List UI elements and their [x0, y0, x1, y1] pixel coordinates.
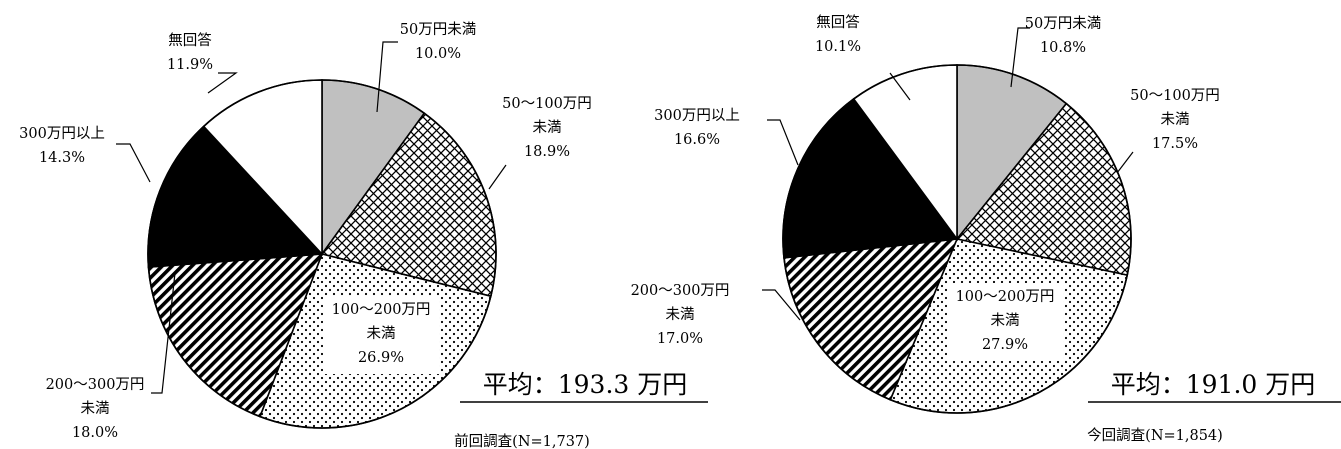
leader-line: [1116, 151, 1134, 174]
label-backing: [947, 283, 1063, 361]
average-label: 平均：191.0 万円: [1111, 370, 1316, 399]
pie-chart-current: 50万円未満10.8%50～100万円未満17.5%100～200万円未満27.…: [631, 14, 1341, 444]
pie-chart-previous: 50万円未満10.0%50～100万円未満18.9%100～200万円未満26.…: [19, 21, 708, 449]
slice-category-label: 50万円未満: [400, 21, 476, 38]
survey-note: 前回調査(N=1,737): [454, 433, 590, 449]
slice-category-label: 未満: [666, 306, 695, 323]
slice-value-label: 10.0%: [415, 46, 461, 62]
slice-category-label: 50～100万円: [502, 96, 592, 112]
slice-category-label: 無回答: [168, 32, 212, 49]
slice-value-label: 18.9%: [524, 144, 570, 160]
slice-category-label: 50～100万円: [1130, 88, 1220, 104]
slice-category-label: 未満: [533, 119, 562, 136]
leader-line: [889, 72, 911, 101]
slice-category-label: 200～300万円: [631, 283, 730, 299]
slice-value-label: 17.5%: [1152, 136, 1198, 152]
slice-value-label: 10.1%: [815, 39, 861, 55]
label-backing: [323, 296, 439, 374]
slice-value-label: 14.3%: [39, 150, 85, 166]
slice-category-label: 未満: [991, 312, 1020, 329]
leader-line: [376, 41, 398, 113]
survey-note: 今回調査(N=1,854): [1087, 427, 1223, 444]
pie-outline: [147, 79, 497, 429]
slice-value-label: 27.9%: [982, 337, 1028, 353]
slice-value-label: 11.9%: [167, 57, 213, 73]
leader-line: [151, 272, 176, 394]
leader-line: [488, 164, 507, 190]
slice-value-label: 10.8%: [1040, 40, 1086, 56]
slice-category-label: 100～200万円: [332, 302, 431, 318]
pie-outline: [782, 64, 1132, 414]
leader-line: [1010, 27, 1030, 88]
slice-category-label: 未満: [1161, 111, 1190, 128]
slice-category-label: 無回答: [816, 14, 860, 31]
leader-line: [762, 289, 801, 321]
slice-category-label: 300万円以上: [19, 125, 105, 142]
slice-category-label: 未満: [81, 400, 110, 417]
slice-category-label: 100～200万円: [956, 289, 1055, 305]
slice-category-label: 50万円未満: [1025, 15, 1101, 32]
slice-value-label: 18.0%: [72, 425, 118, 441]
slice-value-label: 26.9%: [358, 350, 404, 366]
leader-line: [767, 119, 799, 166]
slice-value-label: 17.0%: [657, 331, 703, 347]
slice-category-label: 未満: [367, 325, 396, 342]
slice-value-label: 16.6%: [674, 132, 720, 148]
average-label: 平均：193.3 万円: [483, 370, 688, 399]
slice-category-label: 300万円以上: [654, 107, 740, 124]
leader-line: [116, 143, 151, 183]
slice-category-label: 200～300万円: [46, 377, 145, 393]
leader-line: [207, 72, 238, 94]
